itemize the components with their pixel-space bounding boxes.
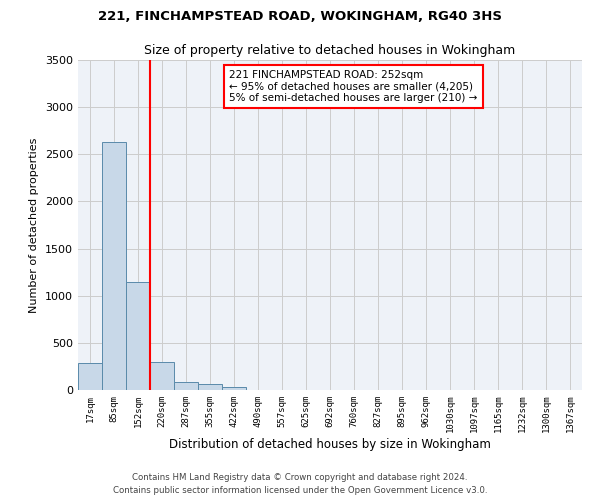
Text: Contains HM Land Registry data © Crown copyright and database right 2024.
Contai: Contains HM Land Registry data © Crown c… xyxy=(113,474,487,495)
Bar xyxy=(126,282,150,390)
Bar xyxy=(150,362,174,390)
X-axis label: Distribution of detached houses by size in Wokingham: Distribution of detached houses by size … xyxy=(169,438,491,451)
Y-axis label: Number of detached properties: Number of detached properties xyxy=(29,138,40,312)
Bar xyxy=(174,382,198,390)
Text: 221 FINCHAMPSTEAD ROAD: 252sqm
← 95% of detached houses are smaller (4,205)
5% o: 221 FINCHAMPSTEAD ROAD: 252sqm ← 95% of … xyxy=(229,70,478,103)
Bar xyxy=(222,386,246,390)
Bar xyxy=(78,362,102,390)
Bar xyxy=(102,142,126,390)
Bar xyxy=(198,384,222,390)
Text: 221, FINCHAMPSTEAD ROAD, WOKINGHAM, RG40 3HS: 221, FINCHAMPSTEAD ROAD, WOKINGHAM, RG40… xyxy=(98,10,502,23)
Title: Size of property relative to detached houses in Wokingham: Size of property relative to detached ho… xyxy=(145,44,515,58)
